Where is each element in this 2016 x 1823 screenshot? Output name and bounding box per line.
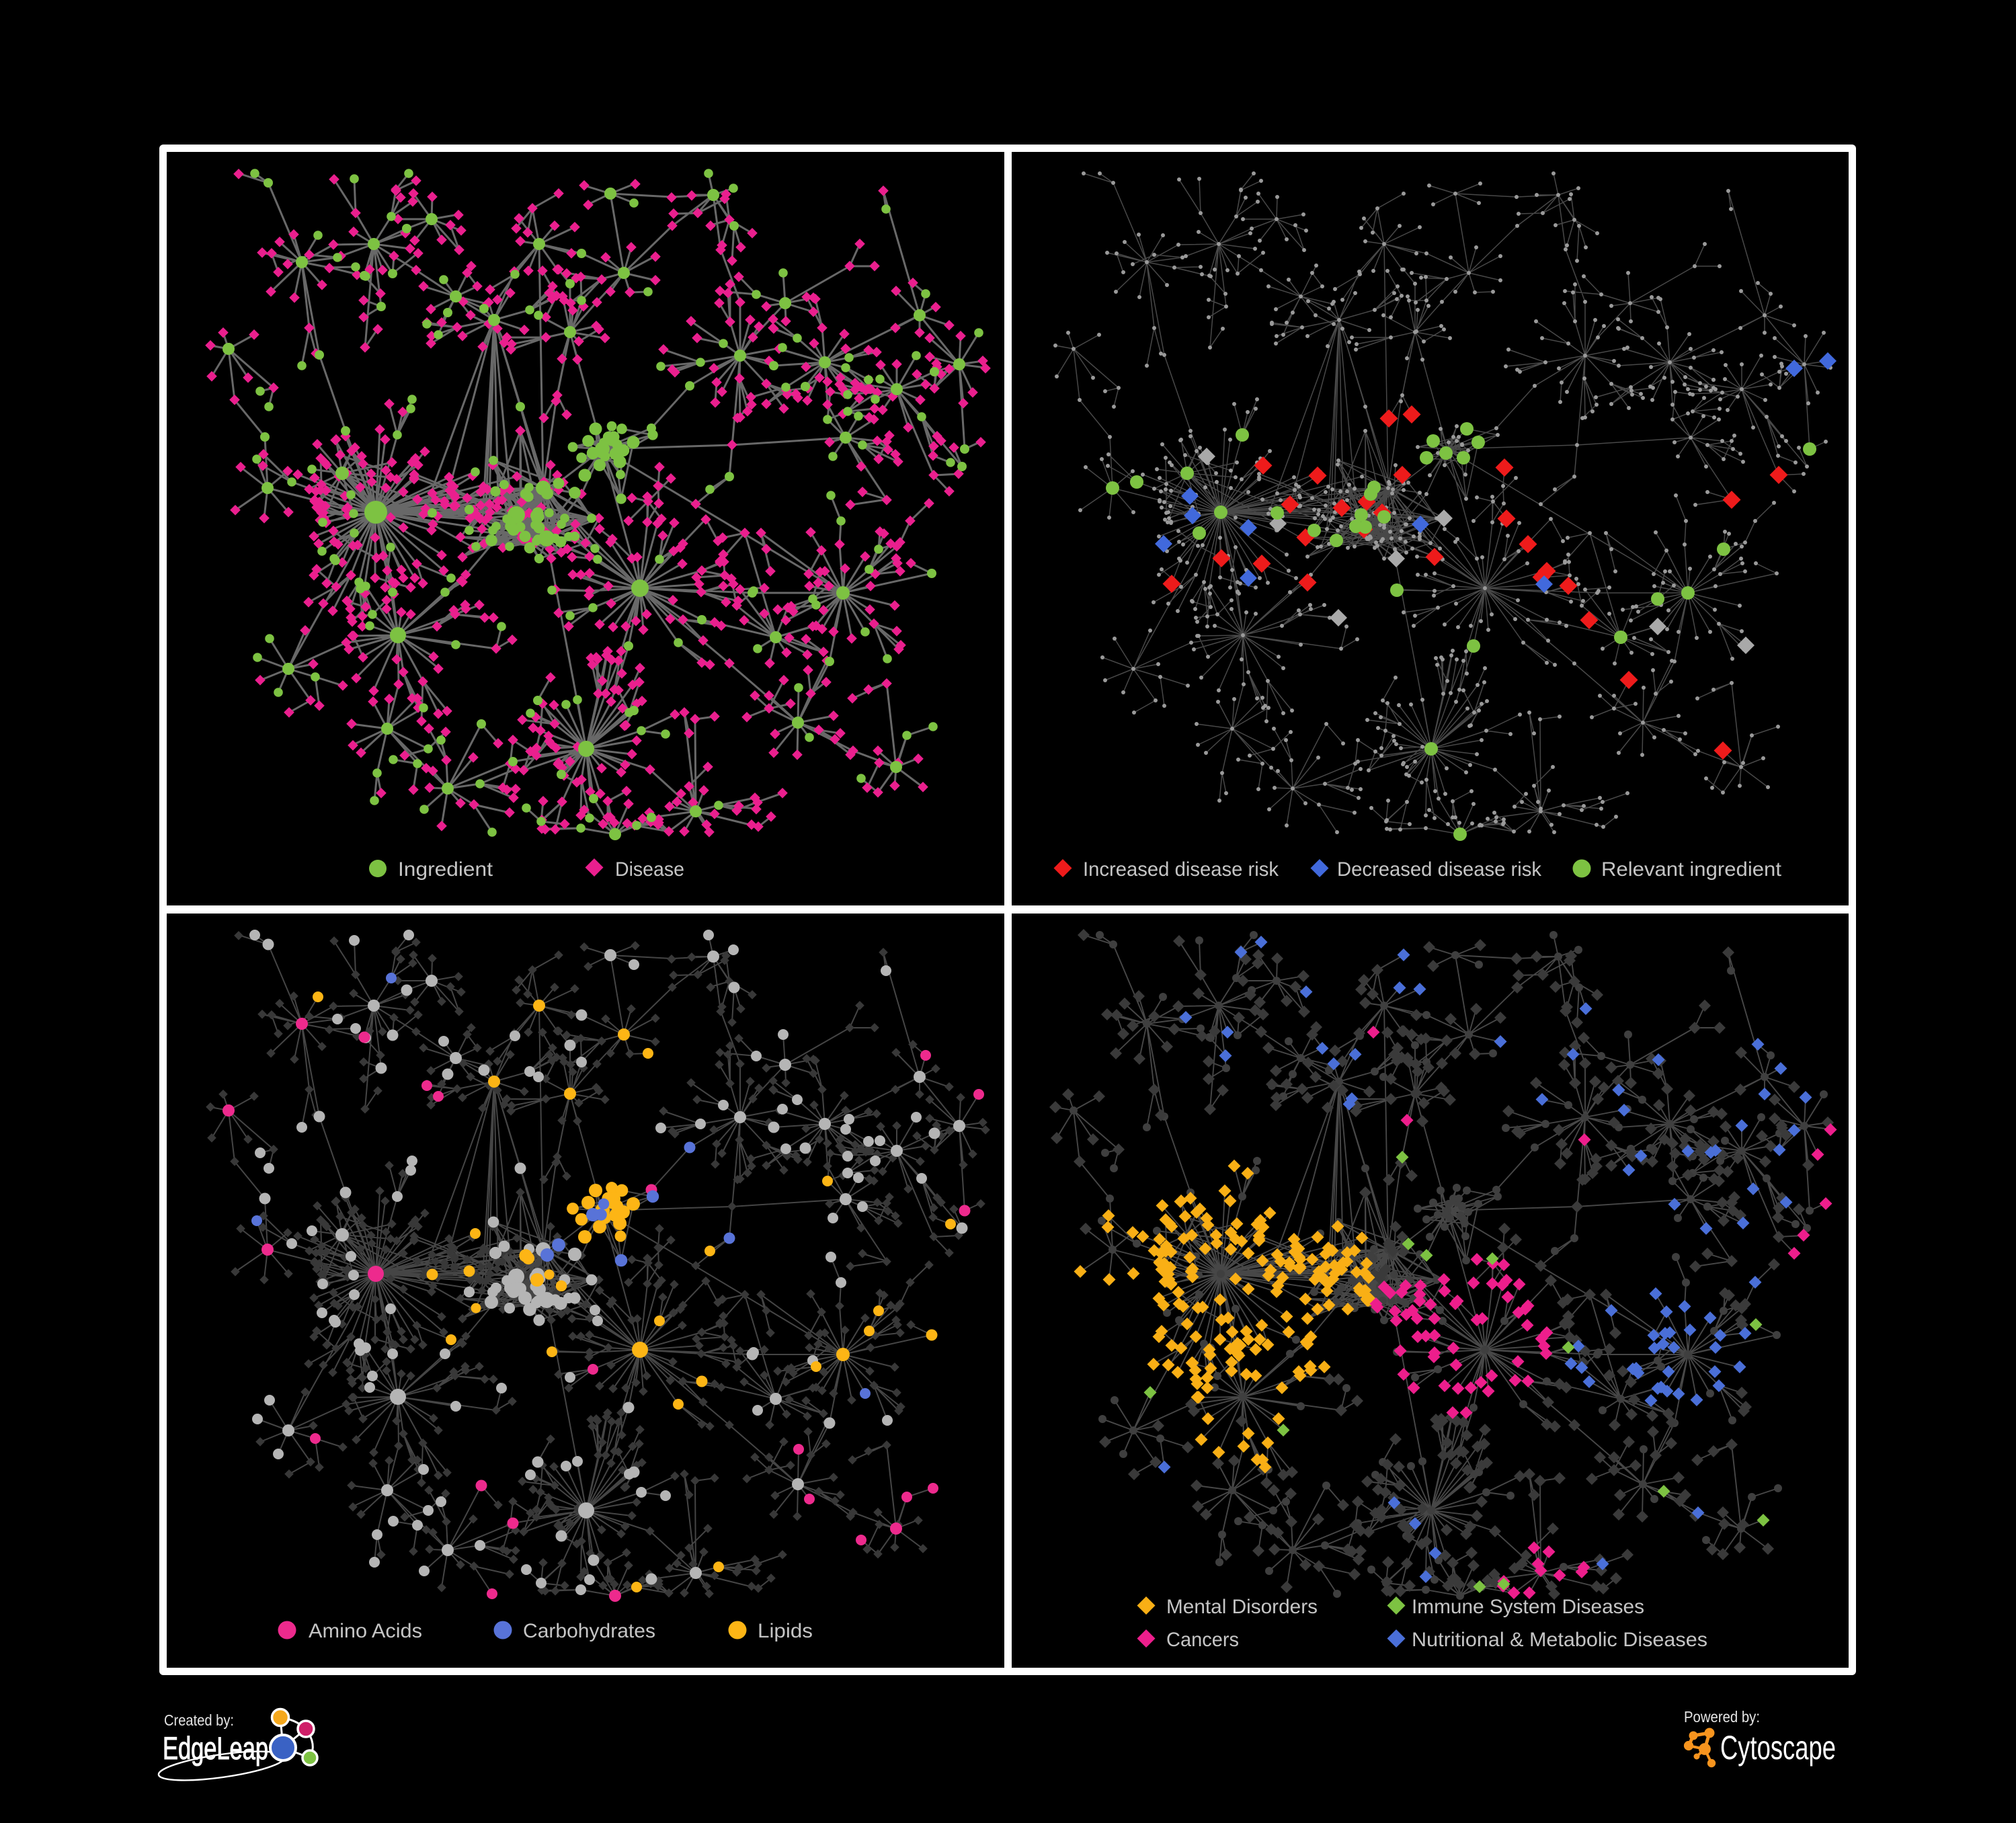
svg-text:Carbohydrates: Carbohydrates — [523, 1620, 655, 1642]
svg-text:Lipids: Lipids — [758, 1620, 813, 1642]
svg-text:Nutritional & Metabolic Diseas: Nutritional & Metabolic Diseases — [1412, 1629, 1707, 1651]
svg-text:Created by:: Created by: — [164, 1711, 234, 1729]
svg-text:Relevant ingredient: Relevant ingredient — [1601, 858, 1782, 881]
svg-text:Immune System Diseases: Immune System Diseases — [1412, 1596, 1644, 1618]
svg-text:Disease: Disease — [615, 858, 684, 881]
svg-text:Decreased disease risk: Decreased disease risk — [1337, 858, 1542, 881]
svg-text:Powered by:: Powered by: — [1684, 1708, 1760, 1726]
svg-text:Increased disease risk: Increased disease risk — [1083, 858, 1279, 881]
svg-text:EdgeLeap: EdgeLeap — [163, 1730, 268, 1766]
svg-text:Cytoscape: Cytoscape — [1720, 1729, 1836, 1767]
svg-text:Cancers: Cancers — [1166, 1629, 1239, 1651]
svg-text:Ingredient: Ingredient — [398, 858, 493, 881]
svg-text:Mental Disorders: Mental Disorders — [1166, 1596, 1318, 1618]
svg-text:Amino Acids: Amino Acids — [309, 1620, 422, 1642]
